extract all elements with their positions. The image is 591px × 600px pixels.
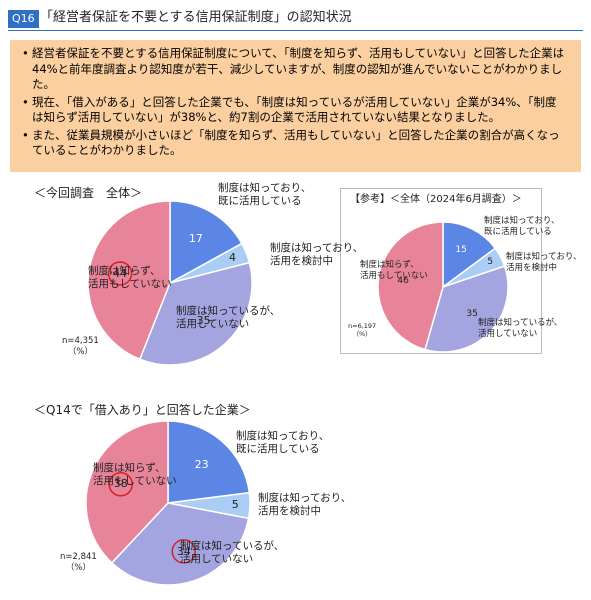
category-label: 制度は知っており、 活用を検討中 [270,242,364,268]
value-label: 35 [196,314,211,328]
value-label: 5 [231,498,239,512]
badge: Q16 [8,10,39,28]
highlight-ring [171,539,196,564]
value-label: 35 [466,309,478,320]
sample-note: n=6,197 （%） [348,322,377,339]
pie-slice [169,200,243,285]
pie-slice [377,221,444,351]
category-label: 制度は知らず、 活用もしていない [93,462,177,488]
category-label: 制度は知っているが、 活用していない [478,318,563,339]
bullet: 経営者保証を不要とする信用保証制度について、「制度を知らず、活用もしていない」と… [22,46,567,93]
value-label: 34 [176,544,191,558]
sample-note: n=2,841 （%） [60,552,97,573]
pie-slice [110,502,250,586]
category-label: 制度は知らず、 活用もしていない [360,260,428,281]
value-label: 44 [113,266,128,280]
pie-slice [424,265,509,353]
value-label: 5 [487,256,494,267]
category-label: 制度は知っているが、 活用していない [180,540,285,566]
pie-slice [167,420,251,504]
pie-slice [442,221,497,289]
category-label: 制度は知っているが、 活用していない [176,305,281,331]
highlight-ring [107,261,133,286]
category-label: 制度は知っており、 活用を検討中 [258,492,352,518]
value-label: 38 [113,477,128,491]
summary-box: 経営者保証を不要とする信用保証制度について、「制度を知らず、活用もしていない」と… [10,40,581,172]
value-label: 46 [397,275,409,286]
category-label: 制度は知っており、 既に活用している [218,182,312,208]
value-label: 17 [188,232,203,246]
reference-frame [340,188,542,354]
value-label: 4 [229,251,237,265]
chart-title: ＜Q14で「借入あり」と回答した企業＞ [34,403,251,417]
category-label: 制度は知らず、 活用もしていない [88,265,172,291]
category-label: 制度は知っており、 既に活用している [236,430,330,456]
value-label: 23 [194,458,209,472]
chart-title: ＜今回調査 全体＞ [34,186,143,200]
highlight-ring [108,472,133,497]
category-label: 制度は知っており、 既に活用している [484,216,560,237]
chart-title: 【参考】＜全体（2024年6月調査）＞ [350,194,522,205]
category-label: 制度は知っており、 活用を検討中 [506,252,582,273]
value-label: 15 [455,245,467,256]
title-rule [8,30,583,31]
pie-slice [138,261,253,366]
page-title: 「経営者保証を不要とする信用保証制度」の認知状況 [40,10,352,25]
pie-slice [85,420,169,564]
sample-note: n=4,351 （%） [62,336,99,357]
bullet: また、従業員規模が小さいほど「制度を知らず、活用もしていない」と回答した企業の割… [22,128,567,159]
bullet: 現在、「借入がある」と回答した企業でも、「制度は知っているが活用していない」企業… [22,95,567,126]
